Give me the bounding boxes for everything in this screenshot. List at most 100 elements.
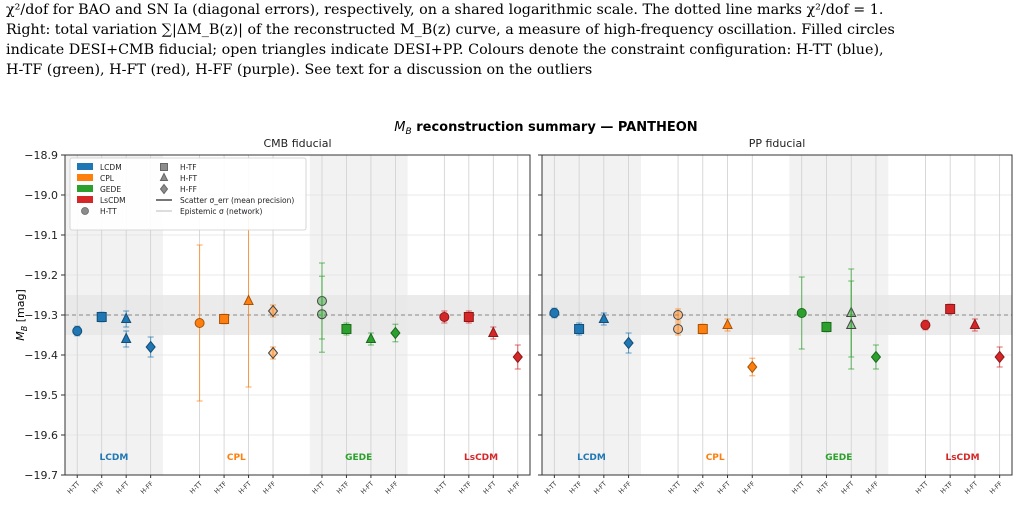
x-tick-label: H-FF [741, 480, 757, 496]
data-marker [697, 324, 708, 334]
data-marker [463, 312, 474, 322]
data-point [747, 357, 758, 377]
data-point [194, 244, 205, 402]
data-point [120, 330, 132, 348]
legend-epistemic-label: Epistemic σ (network) [180, 207, 262, 216]
data-point [512, 344, 523, 370]
y-tick-label: −19.7 [24, 469, 58, 482]
data-point [845, 280, 857, 370]
data-point [316, 275, 327, 353]
data-point [487, 326, 499, 340]
data-marker [574, 324, 585, 334]
x-tick-label: H-TT [914, 480, 930, 496]
legend-marker-label: H-TF [180, 163, 197, 172]
x-tick-label: H-FT [359, 480, 375, 496]
x-tick-label: H-FT [114, 480, 130, 496]
x-tick-label: H-TT [311, 480, 327, 496]
x-tick-label: H-TT [790, 480, 806, 496]
data-marker [623, 336, 634, 350]
legend-marker [159, 183, 169, 195]
x-tick-label: H-TF [213, 480, 229, 496]
panel-subtitle: PP fiducial [749, 137, 806, 150]
legend: LCDM CPL GEDE LsCDM H-TT H-TF H-FT H-FF Scatter … [69, 157, 307, 231]
group-label: CPL [706, 453, 725, 463]
x-tick-label: H-FF [384, 480, 400, 496]
data-point [72, 325, 83, 337]
data-marker [194, 318, 205, 328]
x-tick-label: H-TT [66, 480, 82, 496]
group-label: GEDE [825, 453, 852, 463]
caption-line-4: H-TF (green), H-FT (red), H-FF (purple).… [6, 62, 593, 78]
data-marker [219, 314, 230, 324]
data-marker [120, 312, 132, 323]
x-tick-label: H-FF [988, 480, 1004, 496]
data-point [267, 304, 279, 318]
figure-caption: χ²/dof for BAO and SN Ia (diagonal error… [6, 0, 1024, 80]
legend-model-label: GEDE [100, 185, 121, 194]
x-tick-label: H-TF [691, 480, 707, 496]
data-point [390, 323, 401, 343]
data-marker [96, 312, 107, 322]
legend-marker-label: H-FF [180, 185, 197, 194]
x-tick-label: H-TF [457, 480, 473, 496]
data-point [821, 321, 832, 333]
data-point [697, 323, 708, 335]
group-label: LsCDM [464, 453, 498, 463]
panel-subtitle: CMB fiducial [264, 137, 332, 150]
data-point [598, 312, 610, 326]
group-label: LCDM [577, 453, 606, 463]
data-marker [267, 346, 279, 360]
y-tick-label: −19.5 [24, 389, 58, 402]
x-tick-label: H-FT [592, 480, 608, 496]
y-tick-label: −19.4 [24, 349, 58, 362]
data-point [96, 311, 107, 323]
data-marker [870, 350, 882, 364]
data-marker [796, 308, 807, 318]
x-tick-label: H-FT [716, 480, 732, 496]
data-marker [341, 324, 352, 334]
data-point [623, 332, 634, 354]
legend-marker [81, 207, 89, 215]
data-marker [673, 324, 684, 334]
data-point [574, 322, 585, 336]
x-tick-label: H-FT [482, 480, 498, 496]
y-axis-label: MB [mag] [14, 289, 29, 341]
data-marker [722, 318, 733, 329]
x-tick-label: H-FT [963, 480, 979, 496]
data-point [920, 319, 931, 331]
data-marker [243, 294, 254, 305]
data-point [969, 318, 981, 332]
x-tick-label: H-FF [864, 480, 880, 496]
legend-box [69, 157, 307, 231]
y-tick-label: −19.1 [24, 229, 58, 242]
data-point [994, 346, 1005, 368]
data-point [145, 336, 156, 358]
x-tick-label: H-FF [139, 480, 155, 496]
data-marker [994, 350, 1005, 364]
data-marker [120, 332, 132, 343]
data-marker [598, 312, 610, 323]
x-tick-label: H-TF [815, 480, 831, 496]
data-marker [747, 360, 758, 374]
y-tick-label: −19.6 [24, 429, 58, 442]
data-point [219, 313, 230, 325]
y-tick-label: −19.3 [24, 309, 58, 322]
x-tick-label: H-TF [939, 480, 955, 496]
group-label: LsCDM [945, 453, 979, 463]
legend-marker-label: H-FT [180, 174, 198, 183]
data-marker [673, 310, 684, 320]
caption-line-1: χ²/dof for BAO and SN Ia (diagonal error… [6, 2, 884, 18]
data-marker [920, 320, 931, 330]
legend-model-label: LsCDM [100, 196, 126, 205]
data-marker [365, 332, 377, 343]
x-tick-label: H-FT [237, 480, 253, 496]
data-point [722, 318, 733, 332]
data-point [549, 307, 560, 319]
x-tick-label: H-TF [90, 480, 106, 496]
group-label: GEDE [345, 453, 372, 463]
data-marker [549, 308, 560, 318]
data-point [796, 276, 807, 350]
data-point [243, 214, 254, 388]
data-marker [487, 326, 499, 337]
data-marker [72, 326, 83, 336]
